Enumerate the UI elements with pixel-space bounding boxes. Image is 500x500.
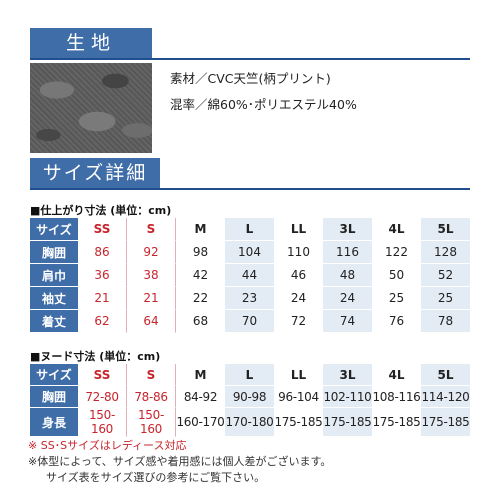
table-cell: 175-185 — [372, 408, 421, 437]
table-cell: 114-120 — [421, 386, 470, 408]
table-cell: 74 — [323, 310, 372, 333]
table-cell: 25 — [372, 287, 421, 310]
table-cell: 96-104 — [274, 386, 323, 408]
table-cell: 86 — [78, 241, 127, 264]
table-cell: 175-185 — [274, 408, 323, 437]
size-column-header: S — [127, 364, 176, 386]
table-cell: 160-170 — [176, 408, 225, 437]
table-row: 袖丈 21 21 22 23 24 24 25 25 — [30, 287, 470, 310]
table-cell: 25 — [421, 287, 470, 310]
table-cell: 170-180 — [225, 408, 274, 437]
table-cell: 52 — [421, 264, 470, 287]
table-row: 胸囲 86 92 98 104 110 116 122 128 — [30, 241, 470, 264]
table-cell: 92 — [127, 241, 176, 264]
table-cell: 150-160 — [78, 408, 127, 437]
table-cell: 104 — [225, 241, 274, 264]
row-label: 身長 — [30, 408, 78, 437]
note-ladies: ※ SS･Sサイズはレディース対応 — [28, 439, 187, 452]
table-cell: 68 — [176, 310, 225, 333]
table-row: 胸囲 72-80 78-86 84-92 90-98 96-104 102-110 108-1… — [30, 386, 470, 408]
table-cell: 175-185 — [421, 408, 470, 437]
table-cell: 122 — [372, 241, 421, 264]
fabric-swatch-image — [30, 63, 152, 153]
table-cell: 42 — [176, 264, 225, 287]
note-fit: ※体型によって、サイズ感や着用感には個人差がございます。 — [28, 455, 332, 468]
size-column-header: 5L — [421, 218, 470, 241]
finished-size-table: サイズ SS S M L LL 3L 4L 5L 胸囲 86 92 98 104 110 116 122 128 肩… — [30, 218, 470, 333]
table-cell: 84-92 — [176, 386, 225, 408]
table-cell: 175-185 — [323, 408, 372, 437]
table-cell: 46 — [274, 264, 323, 287]
row-label: 着丈 — [30, 310, 78, 333]
size-column-header: SS — [78, 364, 127, 386]
table-cell: 110 — [274, 241, 323, 264]
size-column-header: M — [176, 364, 225, 386]
fabric-material: 素材／CVC天竺(柄プリント) — [170, 71, 331, 86]
fabric-section-header: 生地 — [30, 28, 470, 60]
row-label: 袖丈 — [30, 287, 78, 310]
finished-table-title: ■仕上がり寸法 (単位：cm) — [30, 204, 172, 217]
size-header-label: サイズ詳細 — [30, 158, 160, 188]
table-cell: 44 — [225, 264, 274, 287]
size-column-header: 4L — [372, 218, 421, 241]
table-cell: 78-86 — [127, 386, 176, 408]
table-cell: 24 — [274, 287, 323, 310]
size-header-cell: サイズ — [30, 364, 78, 386]
table-cell: 72 — [274, 310, 323, 333]
size-column-header: 5L — [421, 364, 470, 386]
table-row: 着丈 62 64 68 70 72 74 76 78 — [30, 310, 470, 333]
fabric-blend: 混率／綿60%･ポリエステル40% — [170, 97, 357, 112]
table-cell: 62 — [78, 310, 127, 333]
table-cell: 23 — [225, 287, 274, 310]
table-cell: 64 — [127, 310, 176, 333]
table-cell: 78 — [421, 310, 470, 333]
table-cell: 38 — [127, 264, 176, 287]
size-column-header: 3L — [323, 364, 372, 386]
size-column-header: S — [127, 218, 176, 241]
table-row: 身長 150-160 150-160 160-170 170-180 175-185 175… — [30, 408, 470, 437]
table-cell: 98 — [176, 241, 225, 264]
table-cell: 150-160 — [127, 408, 176, 437]
nude-size-table: サイズ SS S M L LL 3L 4L 5L 胸囲 72-80 78-86 84-92 90-98 96… — [30, 364, 470, 437]
table-cell: 128 — [421, 241, 470, 264]
table-cell: 76 — [372, 310, 421, 333]
note-reference: サイズ表をサイズ選びの参考にご覧下さい。 — [46, 471, 266, 484]
table-cell: 72-80 — [78, 386, 127, 408]
table-cell: 21 — [127, 287, 176, 310]
nude-table-title: ■ヌード寸法 (単位：cm) — [30, 350, 161, 363]
row-label: 胸囲 — [30, 386, 78, 408]
table-cell: 21 — [78, 287, 127, 310]
table-cell: 90-98 — [225, 386, 274, 408]
size-column-header: 4L — [372, 364, 421, 386]
row-label: 肩巾 — [30, 264, 78, 287]
table-cell: 70 — [225, 310, 274, 333]
table-cell: 24 — [323, 287, 372, 310]
size-header-cell: サイズ — [30, 218, 78, 241]
size-column-header: SS — [78, 218, 127, 241]
size-column-header: LL — [274, 364, 323, 386]
size-column-header: 3L — [323, 218, 372, 241]
table-cell: 116 — [323, 241, 372, 264]
fabric-header-label: 生地 — [30, 28, 152, 58]
table-cell: 102-110 — [323, 386, 372, 408]
table-cell: 108-116 — [372, 386, 421, 408]
table-row: 肩巾 36 38 42 44 46 48 50 52 — [30, 264, 470, 287]
size-column-header: M — [176, 218, 225, 241]
table-cell: 50 — [372, 264, 421, 287]
size-section-header: サイズ詳細 — [30, 158, 470, 190]
size-column-header: LL — [274, 218, 323, 241]
table-cell: 48 — [323, 264, 372, 287]
table-cell: 36 — [78, 264, 127, 287]
size-column-header: L — [225, 218, 274, 241]
size-column-header: L — [225, 364, 274, 386]
row-label: 胸囲 — [30, 241, 78, 264]
table-cell: 22 — [176, 287, 225, 310]
